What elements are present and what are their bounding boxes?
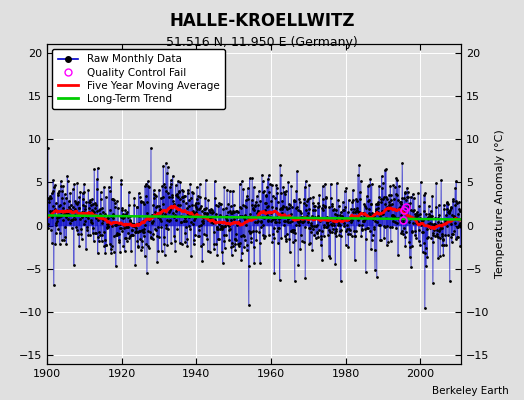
Text: 51.516 N, 11.950 E (Germany): 51.516 N, 11.950 E (Germany)	[166, 36, 358, 49]
Text: Berkeley Earth: Berkeley Earth	[432, 386, 508, 396]
Y-axis label: Temperature Anomaly (°C): Temperature Anomaly (°C)	[495, 130, 505, 278]
Text: HALLE-KROELLWITZ: HALLE-KROELLWITZ	[169, 12, 355, 30]
Legend: Raw Monthly Data, Quality Control Fail, Five Year Moving Average, Long-Term Tren: Raw Monthly Data, Quality Control Fail, …	[52, 49, 225, 109]
